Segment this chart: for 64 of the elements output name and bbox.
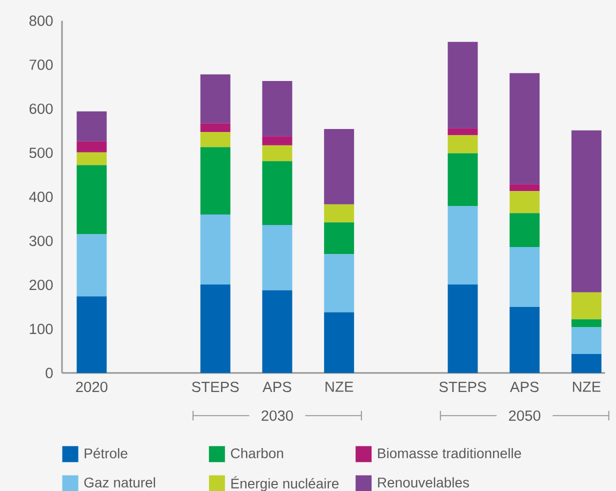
y-tick-label: 100: [30, 324, 53, 334]
bar: [324, 254, 354, 312]
bar: [571, 319, 602, 328]
bar: [324, 129, 354, 204]
bar: [510, 191, 540, 214]
y-tick-label: 700: [30, 60, 53, 70]
bar: [510, 73, 540, 184]
bar: [262, 161, 292, 226]
x-tick-label: NZE: [326, 382, 354, 392]
bar: [571, 292, 602, 320]
x-tick-label: APS: [262, 382, 292, 392]
legend-label: Énergie nucléaire: [231, 476, 339, 491]
text: 2030: [262, 410, 293, 421]
bar: [571, 130, 602, 292]
bar: [200, 147, 230, 214]
bar: [262, 136, 292, 146]
bar: [324, 204, 354, 222]
x-tick-label: NZE: [572, 382, 600, 392]
legend-label: Charbon: [230, 448, 284, 458]
bar: [76, 165, 107, 234]
legend-label: Gaz naturel: [84, 477, 156, 488]
bar: [200, 74, 230, 124]
y-tick-label: 500: [29, 148, 53, 158]
bar: [76, 296, 107, 373]
bar: [448, 128, 478, 136]
bar: [200, 214, 230, 284]
y-tick-label: 400: [29, 192, 53, 202]
bar: [76, 141, 107, 152]
x-tick-label: STEPS: [192, 382, 239, 392]
bar: [200, 284, 230, 373]
bar: [571, 327, 602, 354]
y-tick-label: 0: [46, 368, 53, 378]
bar: [448, 135, 478, 154]
bar: [76, 234, 107, 296]
bar: [76, 152, 107, 166]
bar: [324, 312, 354, 373]
bar: [324, 222, 354, 254]
x-tick-label: 2020: [76, 382, 108, 392]
x-tick-label: STEPS: [439, 382, 486, 392]
bar: [200, 123, 230, 132]
x-tick-label: APS: [510, 382, 539, 392]
text: 2050: [509, 410, 540, 421]
bar: [76, 111, 107, 142]
y-tick-label: 600: [30, 104, 53, 114]
bar: [448, 153, 478, 206]
bar: [262, 145, 292, 162]
y-tick-label: 800: [29, 16, 53, 26]
bar: [510, 247, 540, 307]
bar: [200, 132, 230, 148]
bar: [262, 81, 292, 136]
legend-label: Biomasse traditionnelle: [378, 448, 522, 458]
y-tick-label: 200: [30, 280, 53, 290]
bar: [262, 225, 292, 290]
bar: [448, 284, 478, 373]
y-tick-label: 300: [29, 236, 53, 246]
bar: [510, 306, 540, 373]
legend-label: Pétrole: [84, 448, 128, 458]
legend-label: Renouvelables: [378, 477, 470, 488]
bar: [448, 42, 478, 128]
bar: [571, 354, 602, 373]
bar: [262, 290, 292, 373]
bar: [510, 213, 540, 248]
bar: [510, 184, 540, 192]
bar: [448, 206, 478, 284]
